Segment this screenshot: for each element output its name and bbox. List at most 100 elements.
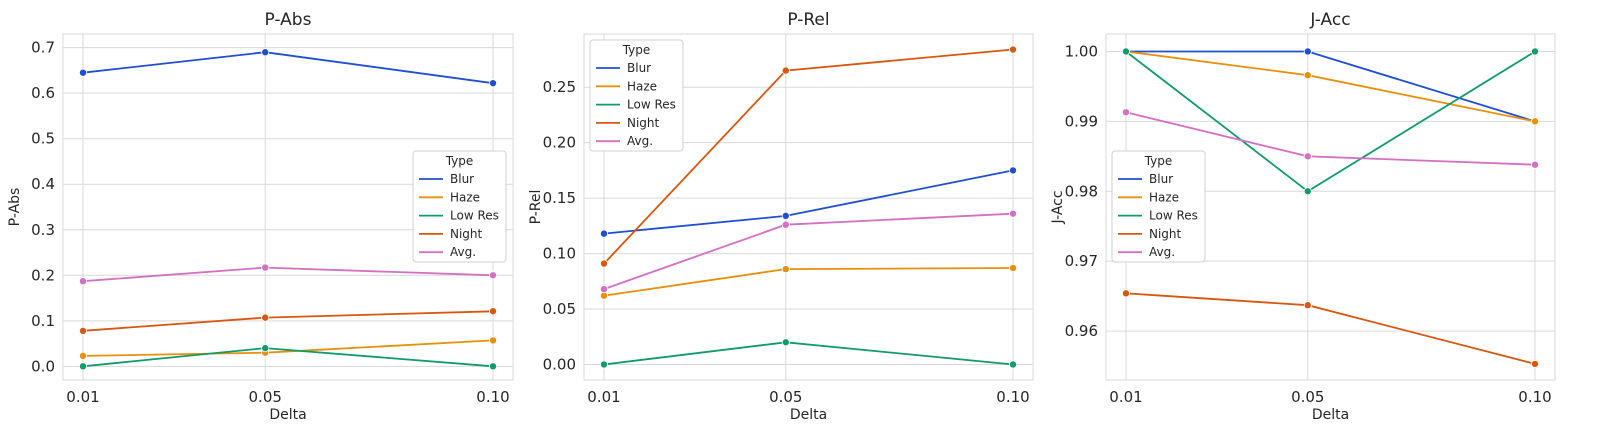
legend-label-avg: Avg.	[1149, 245, 1175, 259]
y-tick-label: 1.00	[1065, 42, 1098, 60]
x-tick-label: 0.05	[1291, 388, 1324, 406]
x-tick-label: 0.01	[587, 388, 620, 406]
x-tick-label: 0.05	[249, 388, 282, 406]
chart-title-p-rel: P-Rel	[787, 10, 829, 30]
legend-label-avg: Avg.	[450, 245, 476, 259]
data-point-avg	[261, 263, 270, 272]
y-tick-label: 0.0	[31, 357, 55, 375]
data-point-haze	[1009, 263, 1018, 272]
data-point-haze	[781, 265, 790, 274]
data-point-blur	[781, 211, 790, 220]
y-tick-label: 0.4	[31, 175, 55, 193]
y-tick-label: 0.1	[31, 312, 55, 330]
y-tick-label: 0.98	[1065, 182, 1098, 200]
chart-title-j-acc: J-Acc	[1309, 10, 1350, 30]
legend: Type Blur Haze Low Res Night Avg.	[412, 150, 507, 263]
data-point-blur	[261, 48, 270, 57]
legend-label-night: Night	[627, 116, 660, 130]
data-point-haze	[1303, 71, 1312, 80]
data-point-low-res	[261, 344, 270, 353]
data-point-night	[1122, 289, 1131, 298]
legend-label-blur: Blur	[1149, 172, 1173, 186]
data-point-low-res	[1122, 47, 1131, 56]
legend-label-blur: Blur	[450, 172, 474, 186]
legend: Type Blur Haze Low Res Night Avg.	[589, 39, 684, 152]
data-point-night	[261, 313, 270, 322]
data-point-night	[79, 326, 88, 335]
legend-label-haze: Haze	[627, 79, 657, 93]
data-point-avg	[1009, 209, 1018, 218]
x-tick-label: 0.05	[769, 388, 802, 406]
x-axis-label: Delta	[1312, 407, 1349, 423]
data-point-blur	[1009, 166, 1018, 175]
data-point-night	[781, 66, 790, 75]
legend-title: Type	[1144, 154, 1173, 168]
data-point-low-res	[79, 362, 88, 371]
x-tick-label: 0.10	[1518, 388, 1551, 406]
panel-p-abs: 0.0 0.1 0.2 0.3 0.4 0.5 0.6 0.7 0.01 0.05 0.10 P-Ab…	[7, 10, 514, 423]
y-axis-label: P-Rel	[528, 190, 544, 225]
data-point-low-res	[1009, 360, 1018, 369]
x-tick-label: 0.01	[66, 388, 99, 406]
legend-label-low-res: Low Res	[1149, 209, 1198, 223]
x-axis-label: Delta	[269, 407, 306, 423]
data-point-haze	[79, 351, 88, 360]
legend-label-low-res: Low Res	[450, 209, 499, 223]
data-point-night	[1303, 301, 1312, 310]
panel-p-rel: 0.00 0.05 0.10 0.15 0.20 0.25 0.01 0.05 0.10 P-Re…	[528, 10, 1034, 423]
data-point-haze	[600, 291, 609, 300]
legend: Type Blur Haze Low Res Night Avg.	[1111, 150, 1206, 263]
legend-label-haze: Haze	[450, 190, 480, 204]
y-tick-label: 0.99	[1065, 112, 1098, 130]
legend-title: Type	[622, 43, 651, 57]
legend-label-avg: Avg.	[627, 134, 653, 148]
y-tick-label: 0.20	[543, 134, 576, 152]
data-point-low-res	[1531, 47, 1540, 56]
y-tick-label: 0.10	[543, 245, 576, 263]
data-point-haze	[1531, 117, 1540, 126]
x-axis-label: Delta	[790, 407, 827, 423]
data-point-avg	[600, 285, 609, 294]
data-point-avg	[781, 220, 790, 229]
y-axis-label: J-Acc	[1050, 190, 1066, 224]
legend-label-night: Night	[450, 227, 483, 241]
data-point-night	[1009, 45, 1018, 54]
data-point-low-res	[600, 360, 609, 369]
data-point-avg	[1303, 152, 1312, 161]
data-point-low-res	[1303, 187, 1312, 196]
data-point-blur	[79, 68, 88, 77]
legend-title: Type	[445, 154, 474, 168]
y-tick-label: 0.05	[543, 300, 576, 318]
data-point-avg	[1122, 108, 1131, 117]
data-point-avg	[488, 271, 497, 280]
y-tick-label: 0.7	[31, 39, 55, 57]
data-point-night	[600, 259, 609, 268]
y-tick-label: 0.00	[543, 355, 576, 373]
data-point-low-res	[781, 338, 790, 347]
chart-title-p-abs: P-Abs	[265, 10, 312, 30]
y-tick-label: 0.3	[31, 221, 55, 239]
x-tick-label: 0.01	[1109, 388, 1142, 406]
y-tick-label: 0.15	[543, 189, 576, 207]
data-point-avg	[1531, 160, 1540, 169]
legend-label-night: Night	[1149, 227, 1182, 241]
data-point-night	[1531, 359, 1540, 368]
legend-label-low-res: Low Res	[627, 98, 676, 112]
y-axis-label: P-Abs	[7, 188, 23, 227]
y-tick-label: 0.96	[1065, 322, 1098, 340]
data-point-haze	[488, 336, 497, 345]
data-point-blur	[600, 229, 609, 238]
y-tick-label: 0.25	[543, 78, 576, 96]
legend-label-haze: Haze	[1149, 190, 1179, 204]
x-tick-label: 0.10	[476, 388, 509, 406]
data-point-blur	[488, 79, 497, 88]
y-tick-label: 0.5	[31, 130, 55, 148]
data-point-blur	[1303, 47, 1312, 56]
data-point-avg	[79, 277, 88, 286]
y-tick-label: 0.2	[31, 266, 55, 284]
data-point-night	[488, 307, 497, 316]
y-tick-label: 0.97	[1065, 252, 1098, 270]
panel-j-acc: 0.96 0.97 0.98 0.99 1.00 0.01 0.05 0.10 J-Acc Del…	[1050, 10, 1556, 423]
y-tick-label: 0.6	[31, 84, 55, 102]
